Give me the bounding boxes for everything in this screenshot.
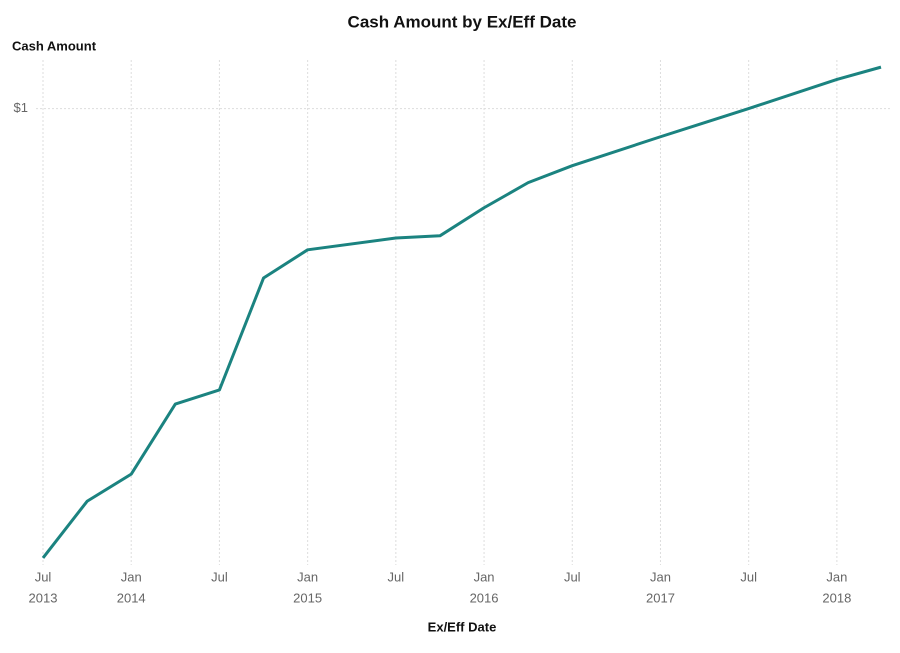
- y-tick-label: $1: [14, 100, 28, 115]
- x-tick-label: 2013: [29, 590, 58, 605]
- x-tick-label: Jul: [35, 569, 52, 584]
- x-tick-label: 2014: [117, 590, 146, 605]
- x-tick-label: 2016: [470, 590, 499, 605]
- x-tick-label: Jan: [650, 569, 671, 584]
- x-tick-label: Jan: [474, 569, 495, 584]
- x-tick-label: Jul: [211, 569, 228, 584]
- x-tick-label: Jan: [297, 569, 318, 584]
- x-tick-label: 2015: [293, 590, 322, 605]
- chart-title: Cash Amount by Ex/Eff Date: [348, 12, 577, 31]
- data-line: [41, 65, 882, 559]
- y-axis-title: Cash Amount: [12, 38, 97, 53]
- x-tick-label: Jan: [826, 569, 847, 584]
- x-tick-label: Jan: [121, 569, 142, 584]
- x-tick-label: Jul: [388, 569, 405, 584]
- x-axis-title: Ex/Eff Date: [428, 619, 497, 634]
- x-tick-label: Jul: [564, 569, 581, 584]
- x-tick-label: Jul: [740, 569, 757, 584]
- x-tick-label: 2018: [822, 590, 851, 605]
- x-tick-label: 2017: [646, 590, 675, 605]
